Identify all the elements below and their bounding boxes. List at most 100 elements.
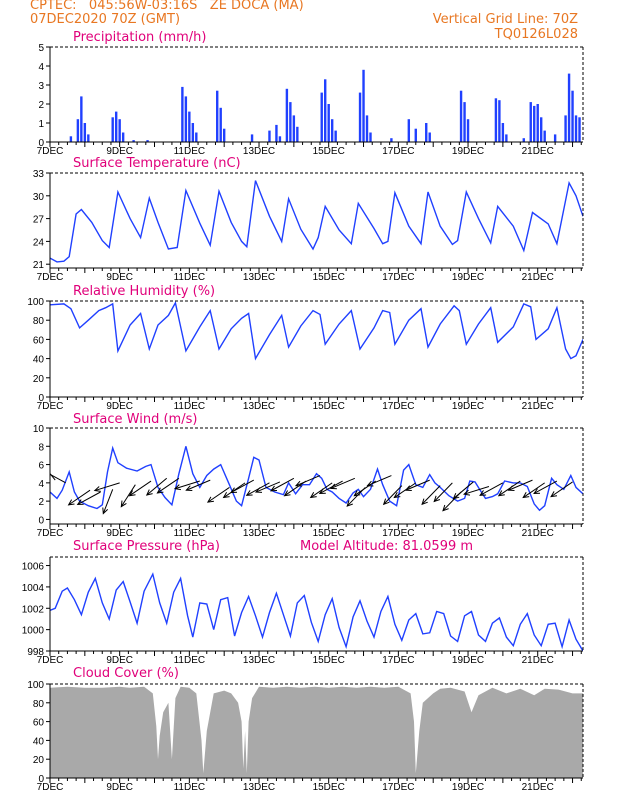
precip-bar — [250, 134, 254, 142]
x-tick-label: 7DEC — [37, 782, 64, 793]
x-tick-label: 13DEC — [243, 146, 275, 157]
y-tick-label: 2 — [38, 497, 44, 508]
precip-bar — [191, 123, 195, 142]
precip-bar — [539, 117, 543, 142]
wind-arrow-head — [93, 486, 101, 492]
wind-arrow — [421, 485, 441, 505]
precip-bar — [553, 134, 557, 142]
precip-bar — [498, 100, 501, 142]
y-tick-label: 20 — [33, 374, 45, 385]
wind-arrow — [174, 480, 200, 490]
wind-arrow-head — [366, 480, 374, 487]
wind-arrow-head — [393, 492, 401, 499]
y-tick-label: 1000 — [22, 626, 45, 637]
x-tick-label: 9DEC — [106, 272, 133, 283]
x-tick-label: 15DEC — [313, 782, 345, 793]
x-tick-label: 7DEC — [37, 655, 64, 666]
x-tick-label: 11DEC — [174, 146, 206, 157]
x-tick-label: 11DEC — [174, 272, 206, 283]
x-tick-label: 15DEC — [313, 655, 345, 666]
precip-bar — [407, 119, 411, 142]
y-tick-label: 100 — [27, 680, 44, 691]
wind-arrow — [405, 479, 430, 491]
precip-bar — [292, 115, 296, 142]
precip-bar — [390, 138, 393, 142]
precip-bar — [275, 124, 278, 142]
y-tick-label: 998 — [27, 647, 44, 658]
wind-arrow — [68, 489, 91, 506]
x-tick-label: 17DEC — [382, 528, 414, 539]
precip-bar — [571, 90, 574, 142]
y-tick-label: 5 — [38, 43, 44, 54]
wind-arrow-head — [185, 485, 193, 491]
y-tick-label: 1004 — [22, 583, 45, 594]
pres-panel: Surface Pressure (hPa) Model Altitude: 81… — [22, 539, 584, 666]
wind-arrow — [479, 482, 504, 496]
x-tick-label: 13DEC — [243, 272, 275, 283]
precip-bar — [529, 102, 532, 142]
x-tick-label: 15DEC — [313, 146, 345, 157]
x-tick-label: 17DEC — [382, 782, 414, 793]
x-tick-label: 11DEC — [174, 528, 206, 539]
y-tick-label: 30 — [33, 192, 45, 203]
precip-bar — [320, 92, 323, 142]
wind-arrow — [50, 472, 56, 481]
wind-arrow-head — [229, 487, 238, 494]
wind-arrow-head — [76, 499, 84, 506]
precip-bar — [564, 115, 567, 142]
cloud-plot — [50, 686, 583, 778]
precip-bar — [184, 96, 188, 142]
wind-arrow-head — [67, 499, 75, 506]
wind-arrow-head — [382, 498, 390, 506]
precip-bar — [414, 128, 417, 142]
wind-arrow — [186, 479, 211, 491]
wind-arrow-head — [206, 496, 214, 503]
precip-bar — [459, 90, 463, 142]
x-tick-label: 11DEC — [174, 655, 206, 666]
y-tick-label: 40 — [33, 736, 45, 747]
rh-line — [50, 301, 583, 361]
wind-arrow — [394, 482, 417, 498]
x-tick-label: 15DEC — [313, 401, 345, 412]
wind-arrow — [255, 481, 281, 493]
y-tick-label: 21 — [33, 260, 45, 271]
wind-arrow — [319, 480, 343, 494]
wind-arrow — [533, 480, 558, 494]
wind-arrow-head — [346, 500, 353, 507]
y-tick-label: 60 — [33, 718, 45, 729]
x-tick-label: 21DEC — [522, 401, 554, 412]
precip-bar — [114, 111, 118, 142]
precip-bar — [567, 73, 571, 142]
precip-bar — [536, 104, 539, 142]
wind-arrow — [550, 481, 573, 498]
wind-arrow-head — [522, 492, 530, 499]
wind-line — [50, 445, 583, 512]
y-tick-label: 1002 — [22, 604, 45, 615]
grid-note: Vertical Grid Line: 70Z — [432, 12, 578, 27]
x-tick-label: 19DEC — [452, 782, 484, 793]
y-tick-label: 0 — [38, 515, 44, 526]
wind-arrow — [157, 477, 180, 494]
wind-arrow — [453, 481, 474, 500]
y-tick-label: 0 — [38, 774, 44, 785]
wind-arrow-head — [507, 485, 515, 491]
wind-arrow — [330, 477, 356, 489]
wind-arrow-head — [318, 488, 326, 495]
wind-plot — [50, 445, 583, 515]
precip-bar — [132, 140, 135, 142]
precip-bar — [121, 132, 125, 142]
x-tick-label: 9DEC — [106, 146, 133, 157]
cloud-panel: Cloud Cover (%) 0 20 40 60 80 100 7DEC 9DEC 11DEC… — [27, 666, 584, 793]
precip-bar — [80, 96, 83, 142]
precip-bar — [285, 88, 289, 142]
wind-arrow — [508, 479, 533, 491]
precip-bar — [219, 107, 222, 142]
x-tick-label: 21DEC — [522, 655, 554, 666]
wind-arrow — [270, 477, 295, 492]
x-tick-label: 13DEC — [243, 782, 275, 793]
header: CPTEC: 045:56W-03:16S ZE DOCA (MA) 07DEC… — [0, 0, 618, 44]
wind-arrow-head — [550, 491, 558, 498]
temp-title: Surface Temperature (nC) — [73, 156, 241, 171]
station-line: CPTEC: 045:56W-03:16S ZE DOCA (MA) — [30, 0, 304, 13]
